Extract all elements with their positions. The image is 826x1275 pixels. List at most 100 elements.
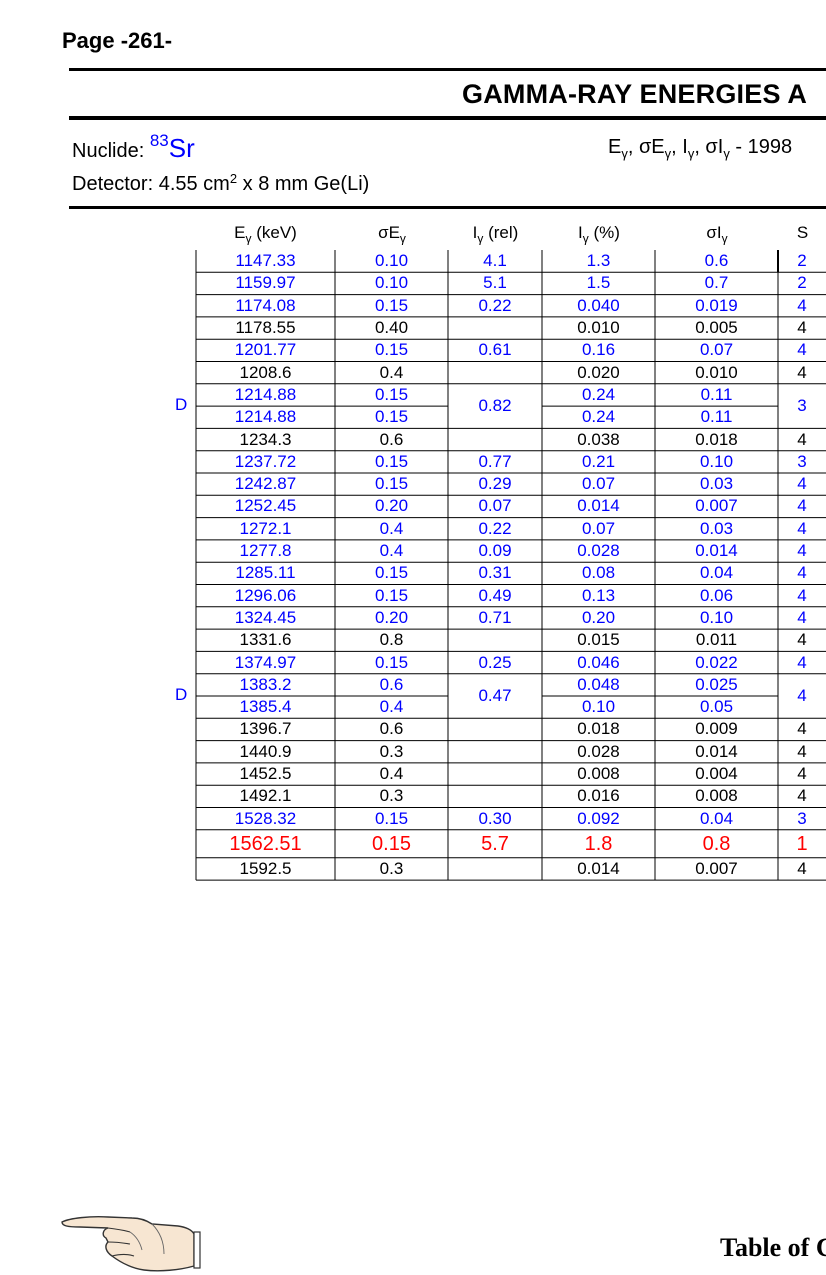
table-cell-ip: 0.020 [577,362,620,382]
table-cell-se: 0.4 [379,764,404,784]
table-cell-s: 4 [797,518,807,538]
hr-sub: γ [687,146,695,161]
hr-part: , σI [694,136,724,158]
table-cell-ir: 0.22 [478,518,512,538]
table-cell-ir: 0.82 [478,396,512,416]
detector-sup: 2 [229,171,238,186]
table-cell-se: 0.4 [379,518,404,538]
table-cell-se: 0.8 [379,630,404,650]
table-cell-s: 4 [797,719,807,739]
table-cell-s: 4 [797,362,807,382]
table-cell-e: 1396.7 [239,719,292,739]
table-cell-e: 1178.55 [235,318,296,338]
table-cell-si: 0.04 [699,808,734,828]
table-cell-ip: 0.038 [577,429,620,449]
table-cell-s: 4 [797,786,807,806]
table-cell-se: 0.15 [374,451,409,471]
table-cell-e: 1385.4 [239,697,292,717]
table-cell-e: 1272.1 [239,518,292,538]
table-cell-e: 1174.08 [235,295,296,315]
table-of-contents-link[interactable]: Table of C [720,1233,826,1262]
table-cell-ir: 5.7 [481,832,509,855]
table-cell-si: 0.007 [695,858,738,878]
detector-line: Detector: 4.55 cm2 x 8 mm Ge(Li) [72,171,369,196]
table-cell-ip: 0.092 [577,808,620,828]
table-cell-ip: 0.046 [577,652,620,672]
nuclide-symbol: Sr [168,133,195,163]
detector-suffix: x 8 mm Ge(Li) [237,173,370,195]
table-cell-se: 0.10 [374,273,409,293]
table-cell-ir: 0.61 [478,340,512,360]
col-header-i-rel: Iγ (rel) [472,223,519,246]
title-rule [69,116,826,120]
table-cell-s: 4 [797,295,807,315]
table-cell-s: 4 [797,541,807,561]
nuclide-mass: 83 [149,131,169,150]
table-cell-s: 1 [796,832,808,855]
col-header-i-pct: Iγ (%) [578,223,620,246]
table-cell-e: 1242.87 [234,474,297,494]
table-cell-ir: 0.07 [478,496,512,516]
quantities-header: Eγ, σEγ, Iγ, σIγ - 1998 [608,136,792,161]
table-cell-s: 4 [797,474,807,494]
table-cell-e: 1374.97 [234,652,297,672]
table-cell-ip: 0.048 [577,674,620,694]
table-cell-si: 0.010 [695,362,738,382]
table-cell-ip: 0.040 [577,295,620,315]
table-cell-s: 4 [797,858,807,878]
table-cell-se: 0.15 [374,563,409,583]
table-cell-e: 1562.51 [229,832,302,855]
nuclide-line: Nuclide: 83Sr [72,131,195,164]
table-cell-e: 1159.97 [235,273,296,293]
table-cell-s: 4 [797,764,807,784]
table-cell-ip: 0.24 [581,384,616,404]
hr-sub: γ [664,146,672,161]
table-cell-ir: 4.1 [483,251,507,271]
doublet-marker: D [175,395,188,415]
pointing-hand-icon[interactable] [60,1212,202,1274]
table-cell-ir: 0.09 [478,541,512,561]
table-cell-si: 0.10 [699,607,734,627]
table-cell-ir: 5.1 [483,273,507,293]
table-cell-s: 4 [797,630,807,650]
table-cell-s: 4 [797,340,807,360]
col-header-s: S [796,223,809,242]
table-cell-e: 1147.33 [235,251,296,271]
table-cell-e: 1452.5 [239,764,292,784]
table-cell-se: 0.6 [379,429,404,449]
table-cell-ip: 1.3 [586,251,611,271]
table-cell-se: 0.15 [374,585,409,605]
table-cell-s: 4 [797,318,807,338]
detector-prefix: Detector: 4.55 cm [72,173,230,195]
table-cell-se: 0.15 [374,295,409,315]
table-cell-s: 4 [797,429,807,449]
table-cell-e: 1528.32 [234,808,297,828]
table-cell-si: 0.11 [700,407,733,427]
table-cell-se: 0.15 [374,407,409,427]
table-cell-si: 0.03 [699,518,734,538]
table-cell-si: 0.04 [699,563,734,583]
table-cell-se: 0.20 [374,607,409,627]
table-cell-ip: 0.07 [581,474,616,494]
table-cell-ip: 0.014 [577,496,620,516]
header-rule [69,206,826,209]
table-cell-si: 0.008 [695,786,738,806]
table-cell-ip: 0.016 [577,786,620,806]
table-cell-ip: 0.015 [577,630,620,650]
table-cell-s: 4 [797,652,807,672]
table-cell-ip: 0.018 [577,719,620,739]
table-cell-e: 1324.45 [234,607,297,627]
table-cell-si: 0.8 [702,832,731,855]
table-cell-ip: 0.028 [577,541,620,561]
table-cell-s: 4 [797,686,807,705]
table-cell-se: 0.15 [374,340,409,360]
hr-sub: γ [621,146,628,161]
table-cell-se: 0.15 [374,652,409,672]
table-cell-s: 4 [797,607,807,627]
table-cell-ip: 0.10 [581,697,616,717]
table-cell-se: 0.15 [374,384,409,404]
table-cell-ip: 0.07 [581,518,616,538]
table-cell-e: 1237.72 [234,451,297,471]
table-cell-si: 0.018 [695,429,738,449]
